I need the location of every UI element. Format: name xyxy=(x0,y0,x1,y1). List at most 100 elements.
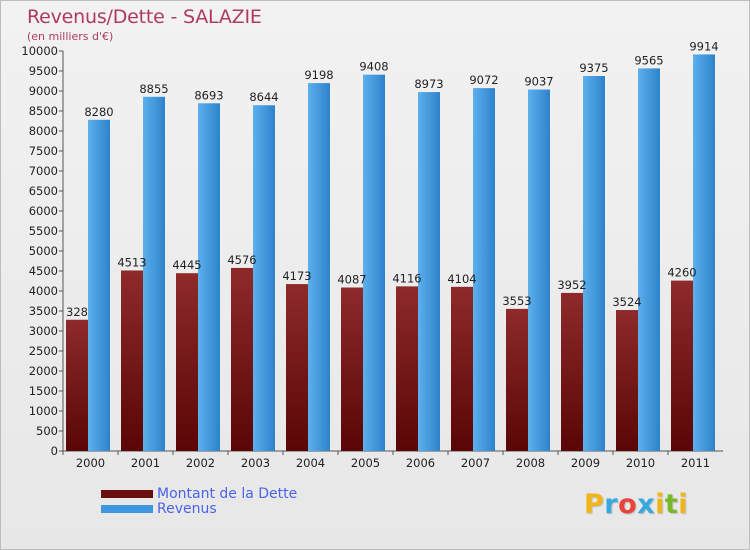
y-tick-label: 9500 xyxy=(29,64,58,78)
y-tick-label: 1000 xyxy=(29,404,58,418)
bar-revenus xyxy=(638,68,660,452)
y-tick-label: 2500 xyxy=(29,344,58,358)
y-tick-label: 4000 xyxy=(29,284,58,298)
data-label-revenus: 9198 xyxy=(304,68,333,82)
y-tick-label: 6500 xyxy=(29,184,58,198)
y-tick-label: 2000 xyxy=(29,364,58,378)
bar-dette xyxy=(286,284,308,451)
data-label-revenus: 8973 xyxy=(414,77,443,91)
bar-dette xyxy=(396,286,418,451)
data-label-revenus: 9914 xyxy=(689,39,718,53)
bar-chart: 0 500 1000 1500 2000 2500 3000 3500 4000 4500 5000… xyxy=(21,39,723,470)
bar-revenus xyxy=(473,88,495,452)
bar-revenus xyxy=(143,96,165,452)
data-label-revenus: 8855 xyxy=(139,82,168,96)
x-tick-label: 2011 xyxy=(681,456,710,470)
legend-label-revenus: Revenus xyxy=(157,501,217,517)
data-label-dette: 4513 xyxy=(117,255,146,269)
y-tick-label: 8000 xyxy=(29,124,58,138)
y-tick-label: 6000 xyxy=(29,204,58,218)
bar-revenus xyxy=(88,119,110,452)
x-tick-label: 2009 xyxy=(571,456,600,470)
y-tick-label: 0 xyxy=(51,444,58,458)
chart-title: Revenus/Dette - SALAZIE xyxy=(27,6,262,28)
y-tick-label: 3000 xyxy=(29,324,58,338)
y-tick-label: 9000 xyxy=(29,84,58,98)
y-tick-label: 4500 xyxy=(29,264,58,278)
data-label-dette: 3553 xyxy=(502,294,531,308)
bar-revenus xyxy=(583,76,605,451)
bar-dette xyxy=(176,273,198,451)
data-label-revenus: 9037 xyxy=(524,75,553,89)
x-tick-label: 2000 xyxy=(76,456,105,470)
axes: 0 500 1000 1500 2000 2500 3000 3500 4000 4500 5000… xyxy=(21,44,723,470)
y-tick-label: 7500 xyxy=(29,144,58,158)
bar-dette xyxy=(231,267,253,451)
data-label-revenus: 8693 xyxy=(194,88,223,102)
y-tick-label: 7000 xyxy=(29,164,58,178)
bar-dette xyxy=(506,308,528,451)
proxiti-logo: Proxiti xyxy=(584,489,688,520)
bar-revenus xyxy=(418,92,440,451)
bar-dette xyxy=(66,319,88,451)
bar-revenus xyxy=(693,54,715,451)
x-tick-label: 2004 xyxy=(296,456,325,470)
y-tick-label: 5500 xyxy=(29,224,58,238)
x-tick-label: 2005 xyxy=(351,456,380,470)
bar-revenus xyxy=(308,83,330,451)
data-label-revenus: 8280 xyxy=(84,105,113,119)
data-labels-group: 328 8280 4513 8855 4445 8693 4576 8644 4173 9198 4… xyxy=(66,39,719,318)
logo-letter: i xyxy=(678,489,689,520)
bar-dette xyxy=(121,270,143,451)
data-label-revenus: 9408 xyxy=(359,60,388,74)
data-label-dette: 4260 xyxy=(667,266,696,280)
bar-revenus xyxy=(198,103,220,451)
data-label-dette: 4104 xyxy=(447,272,476,286)
data-label-revenus: 9375 xyxy=(579,61,608,75)
x-tick-label: 2001 xyxy=(131,456,160,470)
y-tick-label: 10000 xyxy=(21,44,58,58)
y-tick-label: 3500 xyxy=(29,304,58,318)
bars-group xyxy=(66,54,715,452)
logo-letter: x xyxy=(637,489,656,520)
bar-dette xyxy=(451,286,473,451)
data-label-dette: 3524 xyxy=(612,295,641,309)
bar-dette xyxy=(561,292,583,451)
bar-revenus xyxy=(253,105,275,452)
bar-dette xyxy=(341,287,363,451)
legend-label-dette: Montant de la Dette xyxy=(157,486,298,502)
legend-swatch-revenus xyxy=(101,505,153,513)
data-label-dette: 4087 xyxy=(337,273,366,287)
bar-revenus xyxy=(363,74,385,452)
data-label-dette: 4116 xyxy=(392,271,421,285)
chart-subtitle: (en milliers d'€) xyxy=(27,30,114,43)
x-tick-label: 2007 xyxy=(461,456,490,470)
data-label-dette: 328 xyxy=(66,305,88,319)
x-tick-label: 2003 xyxy=(241,456,270,470)
data-label-dette: 4576 xyxy=(227,253,256,267)
data-label-dette: 4173 xyxy=(282,269,311,283)
logo-letter: o xyxy=(618,489,638,520)
y-tick-label: 1500 xyxy=(29,384,58,398)
data-label-dette: 4445 xyxy=(172,258,201,272)
data-label-revenus: 9072 xyxy=(469,73,498,87)
logo-letter: r xyxy=(604,489,619,520)
y-tick-label: 8500 xyxy=(29,104,58,118)
data-label-revenus: 9565 xyxy=(634,53,663,67)
logo-letter: i xyxy=(655,489,665,520)
data-label-revenus: 8644 xyxy=(249,90,278,104)
x-tick-label: 2008 xyxy=(516,456,545,470)
bar-revenus xyxy=(528,89,550,452)
y-tick-label: 5000 xyxy=(29,244,58,258)
bar-dette xyxy=(616,310,638,451)
legend-swatch-dette xyxy=(101,490,153,498)
logo-letter: P xyxy=(584,489,605,520)
y-tick-label: 500 xyxy=(36,424,58,438)
logo-letter: t xyxy=(664,489,679,520)
x-tick-label: 2006 xyxy=(406,456,435,470)
data-label-dette: 3952 xyxy=(557,278,586,292)
bar-dette xyxy=(671,280,693,451)
x-tick-label: 2010 xyxy=(626,456,655,470)
x-tick-label: 2002 xyxy=(186,456,215,470)
